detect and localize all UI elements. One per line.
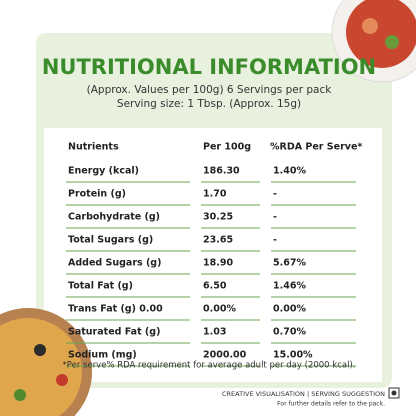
cell-value: 6.50: [203, 281, 227, 292]
pasta-plate: [331, 0, 416, 83]
cell-value: 30.25: [203, 212, 233, 223]
cell-value: 186.30: [203, 166, 240, 177]
column-header: Per 100g: [203, 142, 251, 153]
column-header: Nutrients: [68, 142, 119, 153]
subtitle: Serving size: 1 Tbsp. (Approx. 15g): [117, 98, 301, 110]
nutrient-label: Added Sugars (g): [68, 258, 161, 269]
cell-value: 0.00%: [203, 304, 236, 315]
cell-value: -: [273, 212, 277, 223]
cell-value: -: [273, 235, 277, 246]
cell-value: 15.00%: [273, 350, 313, 361]
nutrient-label: Saturated Fat (g): [68, 327, 160, 338]
nutrient-label: Total Sugars (g): [68, 235, 153, 246]
column-header: %RDA Per Serve*: [270, 142, 362, 153]
nutrient-label: Sodium (mg): [68, 350, 137, 361]
cell-value: 1.46%: [273, 281, 306, 292]
nutrient-label: Energy (kcal): [68, 166, 139, 177]
title: NUTRITIONAL INFORMATION: [42, 55, 376, 79]
nutrient-label: Protein (g): [68, 189, 126, 200]
cell-value: 23.65: [203, 235, 233, 246]
footnote: *Per serve% RDA requirement for average …: [63, 361, 356, 371]
table-box: [44, 128, 382, 382]
nutrient-label: Total Fat (g): [68, 281, 133, 292]
cell-value: 1.70: [203, 189, 227, 200]
nutrient-label: Trans Fat (g) 0.00: [68, 304, 163, 315]
footer-text: CREATIVE VISUALISATION | SERVING SUGGEST…: [222, 390, 385, 398]
cell-value: 5.67%: [273, 258, 306, 269]
footer-text: For further details refer to the pack.: [277, 401, 385, 408]
cell-value: 2000.00: [203, 350, 247, 361]
rows: Energy (kcal) 186.30 1.40% Protein (g) 1.70 -…: [66, 166, 356, 367]
cell-value: 0.00%: [273, 304, 306, 315]
cell-value: 18.90: [203, 258, 233, 269]
cell-value: 0.70%: [273, 327, 306, 338]
nutrient-label: Carbohydrate (g): [68, 212, 160, 223]
pizza: [0, 308, 92, 416]
cell-value: 1.03: [203, 327, 226, 338]
veg-symbol: [388, 387, 400, 399]
cell-value: 1.40%: [273, 166, 306, 177]
subtitle: (Approx. Values per 100g) 6 Servings per…: [87, 84, 333, 96]
cell-value: -: [273, 189, 277, 200]
